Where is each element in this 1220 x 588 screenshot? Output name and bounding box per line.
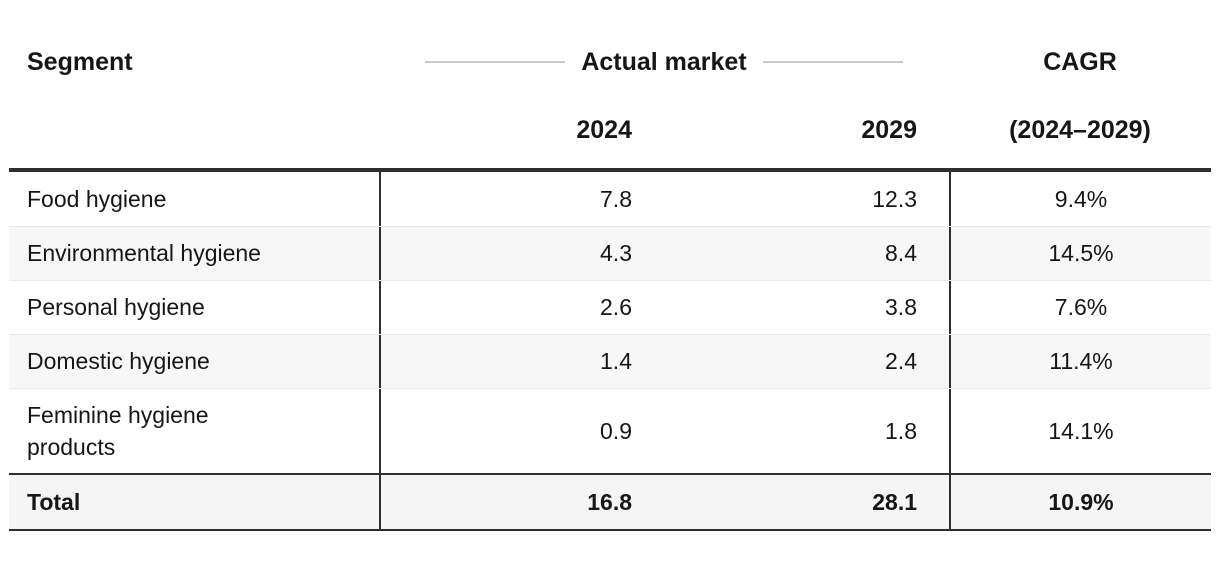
value-2024-cell: 2.6 (379, 281, 664, 334)
segment-cell: Food hygiene (27, 185, 167, 212)
table-header-row-2: 2024 2029 (2024–2029) (9, 114, 1211, 146)
value-2029-cell: 1.8 (885, 417, 917, 444)
total-2024-cell: 16.8 (379, 475, 664, 529)
table-header-row-1: Segment Actual market CAGR (9, 46, 1211, 78)
value-2024-cell: 7.8 (379, 172, 664, 226)
table-row: Domestic hygiene 1.4 2.4 11.4% (9, 334, 1211, 388)
value-2024-cell: 1.4 (379, 335, 664, 388)
year-2029-column-header: 2029 (861, 115, 917, 144)
actual-market-group-header: Actual market (379, 48, 949, 77)
segment-cell: Domestic hygiene (27, 348, 210, 374)
total-row: Total 16.8 28.1 10.9% (9, 473, 1211, 529)
table-body: Food hygiene 7.8 12.3 9.4% Environmental… (9, 168, 1211, 531)
segment-cell: Environmental hygiene (27, 240, 261, 266)
year-2024-column-header: 2024 (576, 115, 632, 144)
value-2024-cell: 0.9 (379, 389, 664, 473)
actual-market-group-label: Actual market (581, 47, 747, 76)
total-cagr-cell: 10.9% (949, 475, 1211, 529)
decorative-line-right (762, 61, 903, 63)
cagr-cell: 11.4% (949, 335, 1211, 388)
table-row: Food hygiene 7.8 12.3 9.4% (9, 172, 1211, 226)
total-label-cell: Total (27, 488, 81, 515)
cagr-cell: 14.1% (949, 389, 1211, 473)
market-segments-table: Segment Actual market CAGR 2024 2029 (20… (9, 46, 1211, 531)
table-row: Environmental hygiene 4.3 8.4 14.5% (9, 226, 1211, 280)
table-row: Personal hygiene 2.6 3.8 7.6% (9, 280, 1211, 334)
table-row: Feminine hygiene products 0.9 1.8 14.1% (9, 388, 1211, 473)
segment-cell: Feminine hygiene products (27, 401, 209, 460)
cagr-period-label: (2024–2029) (1009, 115, 1151, 144)
value-2029-cell: 12.3 (872, 185, 917, 212)
cagr-cell: 14.5% (949, 227, 1211, 280)
value-2029-cell: 2.4 (885, 348, 917, 374)
cagr-cell: 9.4% (949, 172, 1211, 226)
cagr-column-header: CAGR (1043, 47, 1117, 76)
value-2029-cell: 8.4 (885, 240, 917, 266)
segment-column-header: Segment (27, 47, 133, 76)
cagr-cell: 7.6% (949, 281, 1211, 334)
value-2024-cell: 4.3 (379, 227, 664, 280)
value-2029-cell: 3.8 (885, 294, 917, 320)
total-2029-cell: 28.1 (872, 488, 917, 515)
segment-cell: Personal hygiene (27, 294, 205, 320)
decorative-line-left (425, 61, 566, 63)
